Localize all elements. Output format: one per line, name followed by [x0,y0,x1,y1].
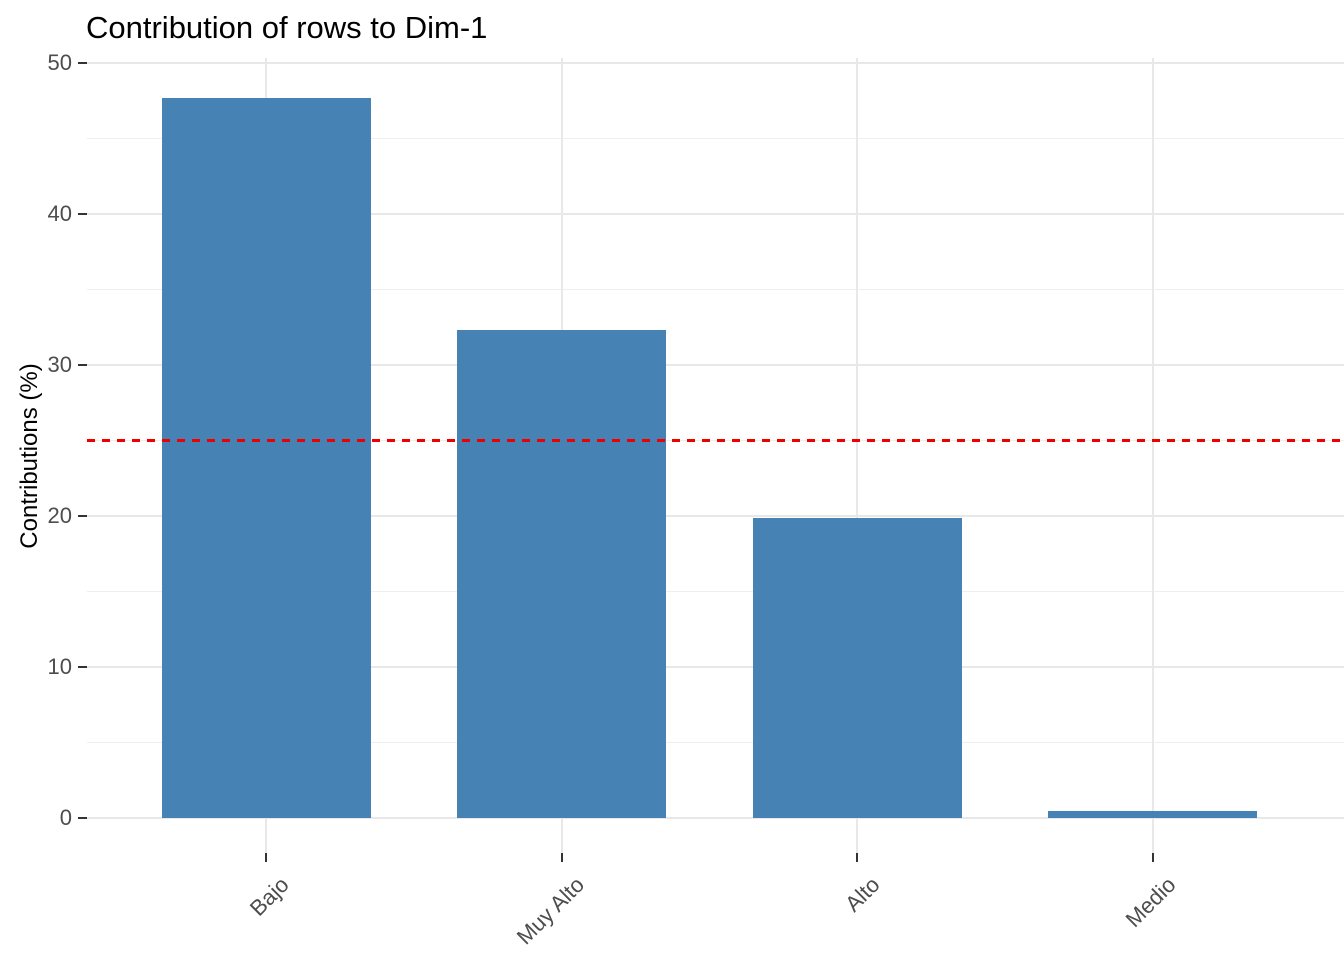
y-minor-gridline [87,742,1344,743]
y-major-gridline [87,817,1344,819]
y-minor-gridline [87,591,1344,592]
y-axis-tick [78,817,87,819]
x-major-gridline [1151,58,1154,853]
x-tick-label: Alto [840,872,885,917]
chart-title: Contribution of rows to Dim-1 [86,10,488,45]
bar-alto [752,517,962,818]
x-tick-label: Medio [1120,872,1181,933]
x-tick-label: Muy Alto [511,872,590,950]
y-tick-label: 30 [47,352,72,377]
bar-medio [1048,811,1257,818]
y-major-gridline [87,62,1344,64]
x-axis-tick [1151,853,1154,862]
y-axis-tick [78,364,87,366]
bar-bajo [161,97,371,818]
y-tick-label: 0 [59,805,72,830]
x-tick-label: Bajo [244,872,294,921]
y-axis-tick [78,213,87,215]
bar-muy-alto [457,330,666,818]
x-axis-tick [265,853,267,862]
y-minor-gridline [87,138,1344,139]
y-axis-tick [78,666,87,668]
y-tick-label: 20 [47,503,72,528]
y-axis-tick [78,62,87,64]
y-tick-label: 50 [47,50,72,75]
y-tick-label: 40 [47,201,72,226]
y-axis-tick [78,515,87,517]
y-minor-gridline [87,289,1344,290]
y-major-gridline [87,666,1344,668]
reference-line [87,439,1344,442]
y-tick-label: 10 [47,654,72,679]
plot-panel [87,58,1344,853]
x-axis-tick [856,853,858,862]
y-major-gridline [87,515,1344,517]
y-major-gridline [87,364,1344,366]
x-axis-tick [560,853,563,862]
y-major-gridline [87,213,1344,215]
x-major-gridline [856,58,858,853]
